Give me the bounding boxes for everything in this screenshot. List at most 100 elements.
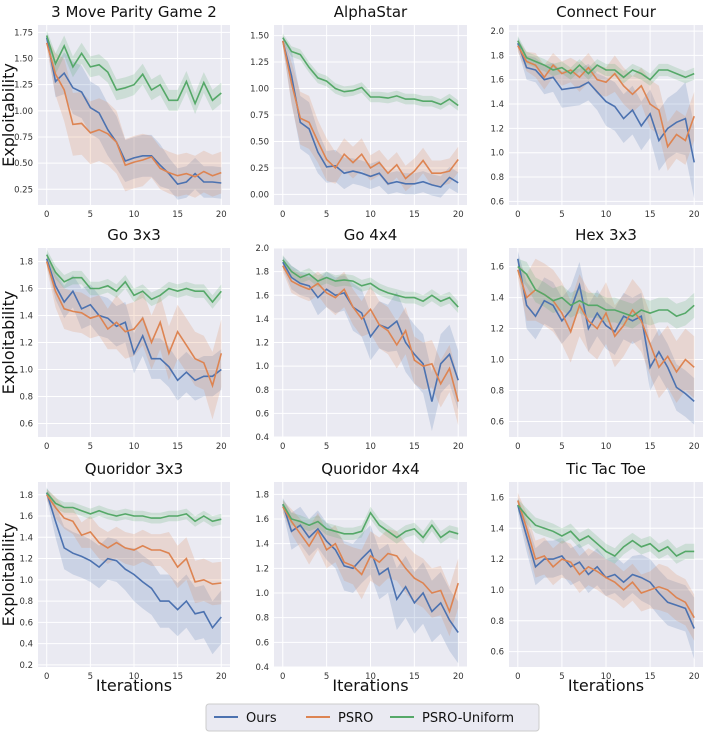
y-tick-label: 0.8 bbox=[490, 617, 504, 627]
series-line-psro bbox=[46, 494, 222, 585]
x-tick-label: 20 bbox=[216, 210, 227, 220]
series-line-psro-uniform bbox=[517, 504, 695, 557]
x-tick-label: 10 bbox=[129, 442, 140, 452]
y-tick-label: 1.4 bbox=[19, 312, 33, 322]
series-line-psro-uniform bbox=[282, 259, 459, 308]
y-tick-label: 1.4 bbox=[255, 540, 269, 550]
x-tick-label: 0 bbox=[280, 442, 285, 452]
x-tick-label: 15 bbox=[409, 672, 420, 682]
y-tick-label: 0.25 bbox=[250, 164, 269, 174]
y-tick-label: 1.2 bbox=[255, 339, 269, 349]
series-line-psro-uniform bbox=[282, 503, 459, 539]
x-tick-label: 0 bbox=[44, 210, 49, 220]
y-tick-label: 0.4 bbox=[255, 433, 269, 443]
band-psro bbox=[282, 35, 459, 192]
x-tick-label: 10 bbox=[129, 210, 140, 220]
y-tick-label: 1.6 bbox=[19, 512, 33, 522]
chart-panel-1: 0.25 0.50 0.75 1.00 1.25 1.50 1.75 0 5 10 15 20 3 Mo… bbox=[0, 3, 230, 220]
chart-panel-9: 0.6 0.8 1.0 1.2 1.4 1.6 0 5 10 15 20 Tic Tac Toe Ite… bbox=[490, 460, 703, 695]
y-tick-label: 0.8 bbox=[255, 386, 269, 396]
series-line-ours bbox=[45, 492, 222, 630]
y-tick-label: 0.50 bbox=[250, 137, 269, 147]
y-tick-label: 0.75 bbox=[250, 111, 269, 121]
y-axis-label: Exploitability bbox=[0, 523, 18, 627]
x-tick-label: 20 bbox=[453, 442, 464, 452]
y-tick-label: 1.50 bbox=[14, 54, 33, 64]
y-tick-label: 0.25 bbox=[14, 185, 33, 195]
y-tick-label: 1.75 bbox=[14, 28, 33, 38]
chart-title: Connect Four bbox=[556, 3, 657, 21]
y-tick-label: 1.0 bbox=[19, 576, 33, 586]
x-tick-label: 0 bbox=[515, 672, 520, 682]
series-line-psro bbox=[282, 40, 459, 180]
y-tick-label: 1.0 bbox=[255, 362, 269, 372]
x-tick-label: 5 bbox=[88, 442, 93, 452]
y-tick-label: 1.4 bbox=[490, 524, 504, 534]
series-line-psro bbox=[282, 265, 459, 402]
x-tick-label: 10 bbox=[365, 442, 376, 452]
chart-title: Go 4x4 bbox=[344, 226, 398, 244]
y-tick-label: 1.2 bbox=[490, 325, 504, 335]
y-tick-label: 1.8 bbox=[19, 258, 33, 268]
x-tick-label: 5 bbox=[324, 442, 329, 452]
y-tick-label: 0.6 bbox=[255, 409, 269, 419]
series-line-psro bbox=[517, 45, 695, 149]
x-tick-label: 5 bbox=[559, 210, 564, 220]
band-psro-uniform bbox=[517, 499, 695, 564]
chart-title: Go 3x3 bbox=[107, 226, 161, 244]
x-tick-label: 0 bbox=[515, 210, 520, 220]
band-ours bbox=[517, 37, 695, 199]
x-tick-label: 20 bbox=[689, 210, 700, 220]
x-tick-label: 15 bbox=[172, 672, 183, 682]
series-line-psro-uniform bbox=[45, 254, 222, 304]
x-tick-label: 5 bbox=[324, 672, 329, 682]
y-tick-label: 1.0 bbox=[255, 589, 269, 599]
chart-title: Quoridor 4x4 bbox=[321, 460, 419, 478]
y-tick-label: 1.6 bbox=[255, 515, 269, 525]
y-tick-label: 0.8 bbox=[19, 597, 33, 607]
band-ours bbox=[46, 487, 222, 655]
band-ours bbox=[517, 251, 695, 425]
y-tick-label: 1.25 bbox=[14, 81, 33, 91]
y-tick-label: 1.6 bbox=[490, 493, 504, 503]
x-tick-label: 5 bbox=[559, 672, 564, 682]
x-tick-label: 10 bbox=[601, 672, 612, 682]
x-tick-label: 10 bbox=[601, 442, 612, 452]
y-tick-label: 0.6 bbox=[19, 420, 33, 430]
y-tick-label: 1.4 bbox=[19, 533, 33, 543]
band-psro bbox=[46, 37, 222, 198]
legend-box bbox=[205, 703, 540, 732]
chart-title: Quoridor 3x3 bbox=[85, 460, 183, 478]
x-tick-label: 5 bbox=[559, 442, 564, 452]
x-tick-label: 10 bbox=[129, 672, 140, 682]
y-tick-label: 1.2 bbox=[490, 124, 504, 134]
band-psro bbox=[46, 254, 222, 420]
y-tick-label: 0.8 bbox=[255, 614, 269, 624]
y-tick-label: 1.00 bbox=[250, 85, 269, 95]
y-tick-label: 1.8 bbox=[19, 491, 33, 501]
band-ours bbox=[282, 256, 459, 432]
x-tick-label: 5 bbox=[88, 210, 93, 220]
x-tick-label: 0 bbox=[280, 672, 285, 682]
x-tick-label: 0 bbox=[515, 442, 520, 452]
y-tick-label: 1.25 bbox=[250, 58, 269, 68]
y-tick-label: 1.8 bbox=[255, 268, 269, 278]
band-psro-uniform bbox=[46, 488, 222, 527]
y-tick-label: 0.50 bbox=[14, 159, 33, 169]
legend-label-ours: Ours bbox=[246, 711, 277, 726]
chart-panel-3: 0.6 0.8 1.0 1.2 1.4 1.6 1.8 2.0 0 5 10 15 20 Connect … bbox=[490, 3, 703, 220]
series-line-psro-uniform bbox=[45, 35, 222, 106]
series-line-psro bbox=[282, 506, 459, 614]
y-tick-label: 1.2 bbox=[490, 555, 504, 565]
x-tick-label: 20 bbox=[689, 672, 700, 682]
x-axis-label: Iterations bbox=[332, 676, 408, 695]
x-tick-label: 20 bbox=[216, 442, 227, 452]
y-tick-label: 0.4 bbox=[255, 663, 269, 673]
y-tick-label: 1.4 bbox=[255, 315, 269, 325]
series-line-ours bbox=[45, 258, 222, 382]
y-tick-label: 2.0 bbox=[490, 27, 504, 37]
y-tick-label: 0.6 bbox=[19, 618, 33, 628]
x-axis-label: Iterations bbox=[568, 676, 644, 695]
chart-title: 3 Move Parity Game 2 bbox=[51, 3, 217, 21]
